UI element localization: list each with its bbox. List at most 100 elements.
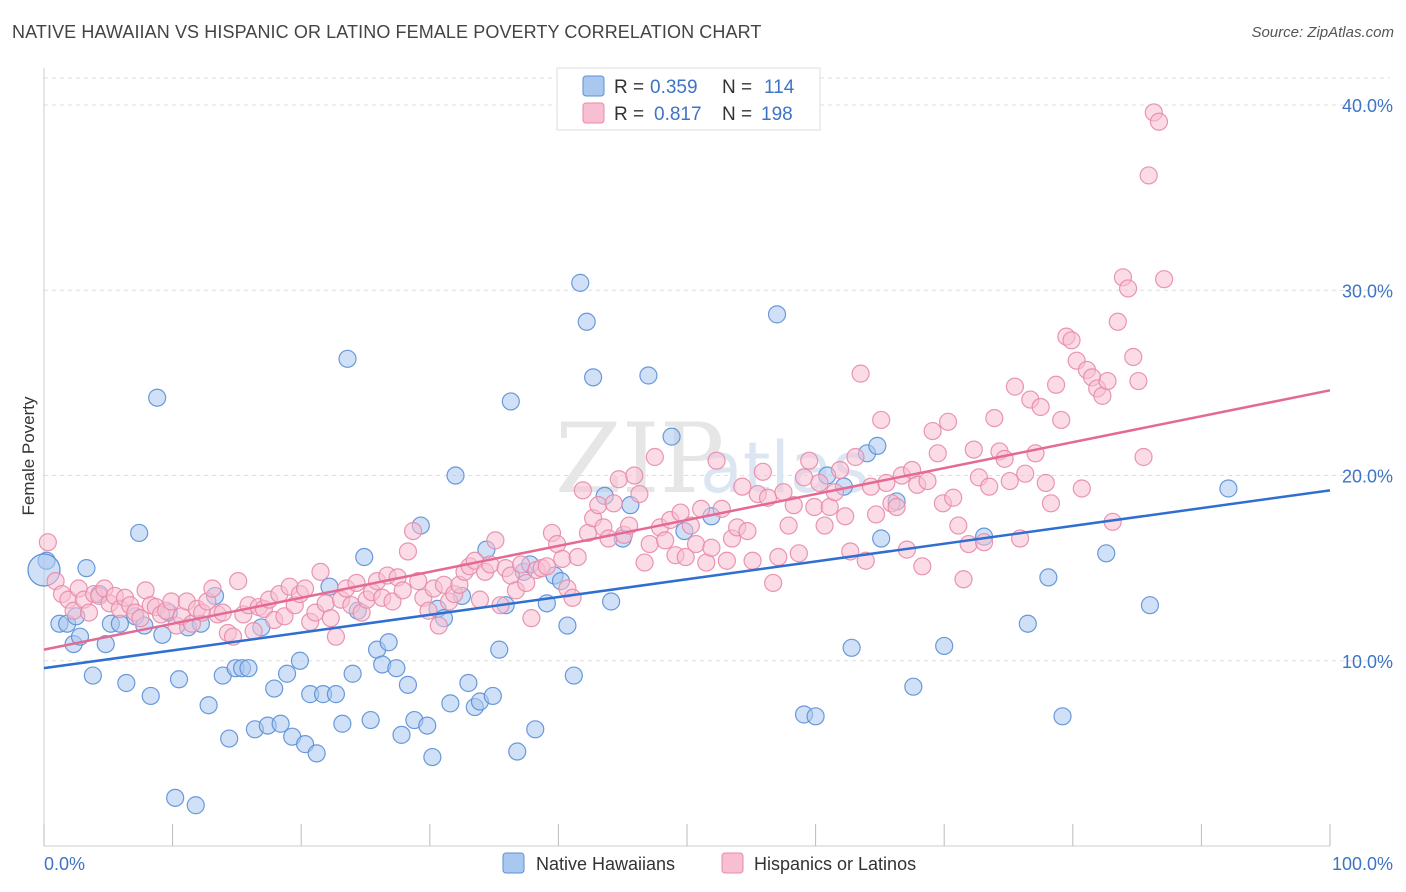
native-hawaiians-point-102 (868, 436, 887, 455)
hispanics-point-179 (964, 440, 983, 459)
hispanics-point-109 (604, 494, 623, 513)
hispanics-point-207 (1108, 312, 1127, 331)
native-hawaiians-point-7 (83, 666, 102, 685)
hispanics-point-143 (779, 516, 798, 535)
native-hawaiians-point-92 (662, 427, 681, 446)
native-hawaiians-point-48 (343, 664, 362, 683)
hispanics-point-170 (918, 471, 937, 491)
hispanics-point-125 (686, 534, 706, 554)
native-hawaiians-point-86 (584, 368, 603, 387)
hispanics-point-49 (295, 579, 315, 598)
hispanics-point-106 (589, 496, 608, 515)
hispanics-point-70 (403, 521, 423, 541)
native-hawaiians-point-55 (387, 659, 406, 678)
trendlines (43, 389, 1331, 670)
hispanics-point-169 (913, 557, 932, 576)
hispanics-point-174 (938, 412, 958, 431)
legend-r-label-pink: R = (614, 104, 644, 125)
hispanics-point-157 (851, 364, 870, 383)
hispanics-point-175 (944, 488, 963, 507)
y-tick-label-20: 20.0% (1342, 467, 1393, 487)
native-hawaiians-point-57 (398, 675, 418, 694)
hispanics-point-7 (79, 603, 99, 622)
hispanics-point-99 (553, 549, 572, 568)
hispanics-point-194 (1041, 494, 1061, 513)
native-hawaiians-point-36 (271, 714, 290, 733)
legend-r-label-blue: R = (614, 77, 644, 98)
hispanics-point-198 (1062, 331, 1081, 350)
correlation-legend: R = 0.359 N = 114 R = 0.817 N = 198 (556, 67, 821, 131)
hispanics-point-55 (326, 627, 346, 646)
native-hawaiians-point-9 (96, 634, 115, 654)
hispanics-point-156 (846, 447, 865, 467)
native-hawaiians-point-35 (265, 679, 284, 698)
hispanics-point-45 (275, 607, 294, 626)
native-hawaiians-point-50 (355, 547, 374, 567)
bottom-legend-label-hispanics-or-latinos: Hispanics or Latinos (754, 854, 916, 874)
chart-title: NATIVE HAWAIIAN VS HISPANIC OR LATINO FE… (12, 22, 762, 42)
native-hawaiians-point-109 (1039, 568, 1058, 587)
hispanics-point-176 (949, 516, 968, 535)
hispanics-point-213 (1139, 166, 1158, 185)
native-hawaiians-point-113 (1219, 479, 1238, 498)
hispanics-point-150 (815, 516, 834, 535)
native-hawaiians-point-25 (199, 696, 218, 715)
source-label: Source: ZipAtlas.com (1251, 24, 1394, 41)
x-tick-label-max: 100.0% (1332, 854, 1393, 874)
legend-n-label-blue: N = (722, 77, 752, 98)
hispanics-point-177 (954, 570, 973, 589)
native-hawaiians-point-71 (483, 686, 502, 706)
native-hawaiians-point-65 (446, 466, 465, 485)
hispanics-point-161 (872, 410, 891, 430)
hispanics-point-212 (1134, 447, 1153, 467)
native-hawaiians-point-21 (169, 670, 189, 689)
native-hawaiians-point-67 (459, 673, 478, 693)
y-tick-labels: 10.0% 20.0% 30.0% 40.0% (1342, 96, 1393, 672)
bottom-legend-swatch-pink (721, 852, 744, 874)
hispanics-point-117 (645, 447, 664, 467)
native-hawaiians-point-14 (130, 523, 149, 543)
native-hawaiians-point-83 (564, 666, 583, 685)
hispanics-point-162 (877, 473, 896, 493)
native-hawaiians-point-28 (220, 729, 239, 748)
hispanics-point-119 (656, 531, 675, 550)
legend-n-label-pink: N = (722, 104, 752, 125)
native-hawaiians-point-88 (602, 592, 621, 611)
native-hawaiians-point-97 (806, 707, 825, 726)
hispanics-point-149 (810, 473, 829, 493)
hispanics-point-101 (563, 588, 582, 607)
legend-swatch-blue (582, 75, 605, 97)
hispanics-point-75 (429, 616, 448, 635)
native-hawaiians-point-17 (148, 388, 167, 407)
hispanics-point-140 (764, 573, 783, 593)
hispanics-point-186 (1000, 471, 1019, 491)
native-hawaiians-point-54 (379, 633, 398, 652)
native-hawaiians-point-74 (501, 392, 520, 411)
native-hawaiians-point-106 (935, 636, 954, 656)
native-hawaiians-point-111 (1097, 544, 1116, 563)
native-hawaiians-point-105 (904, 677, 923, 696)
hispanics-point-189 (1016, 464, 1035, 483)
legend-r-value-blue: 0.359 (650, 77, 698, 98)
hispanics-point-215 (1149, 112, 1169, 131)
native-hawaiians-point-37 (277, 664, 297, 683)
hispanics-point-113 (625, 466, 644, 485)
native-hawaiians-point-47 (338, 349, 357, 368)
native-hawaiians-point-103 (872, 529, 891, 548)
trendline-native-hawaiians (43, 489, 1331, 670)
hispanics-point-86 (486, 531, 505, 550)
y-tick-label-30: 30.0% (1342, 281, 1393, 301)
hispanics-point-187 (1005, 377, 1025, 396)
native-hawaiians-point-72 (490, 640, 509, 659)
native-hawaiians-point-112 (1140, 596, 1160, 615)
native-hawaiians-point-61 (423, 747, 442, 767)
hispanics-point-148 (805, 497, 824, 517)
hispanics-point-153 (830, 460, 850, 480)
native-hawaiians-point-84 (571, 273, 590, 292)
hispanics-point-68 (393, 581, 412, 600)
bottom-legend-label-native-hawaiians: Native Hawaiians (536, 854, 675, 874)
hispanics-point-93 (522, 609, 541, 628)
hispanics-point-134 (733, 477, 752, 496)
hispanics-point-39 (244, 622, 263, 641)
